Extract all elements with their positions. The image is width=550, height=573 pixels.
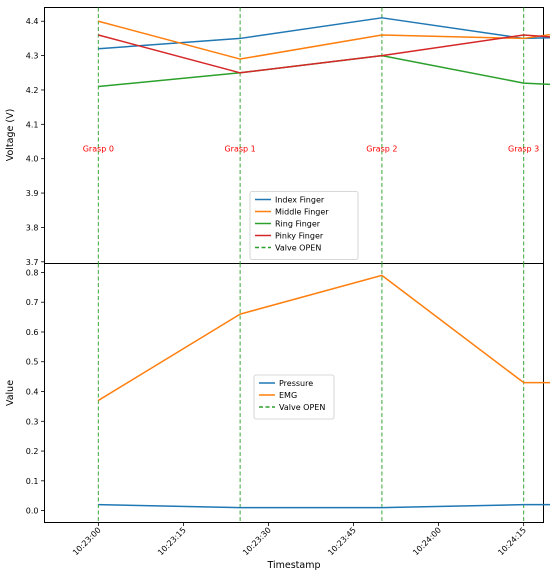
x-axis-label: Timestamp — [266, 560, 320, 571]
voltage-y-tick-label: 4.1 — [26, 120, 39, 129]
legend-label: Ring Finger — [275, 220, 321, 229]
series-line-pressure — [98, 503, 550, 509]
x-tick-label: 10:23:00 — [71, 526, 103, 558]
series-line-emg — [97, 274, 550, 402]
voltage-y-tick-label: 4.2 — [26, 86, 39, 95]
sensor-y-tick-label: 0.5 — [26, 358, 39, 367]
sensor-y-tick-label: 0.2 — [26, 447, 39, 456]
voltage-y-tick-label: 3.9 — [26, 189, 39, 198]
sensor-legend-box — [253, 374, 335, 420]
grasp-annotation: Grasp 3 — [508, 144, 539, 153]
voltage-plot-layer: 3.7 3.8 3.9 4.0 4.1 4.2 4.3 4.4 Grasp 0 Grasp 1 Gr… — [26, 7, 550, 267]
grasp-annotation: Grasp 0 — [83, 144, 114, 153]
series-line-index-finger — [98, 17, 550, 50]
series-line-ring-finger — [98, 54, 550, 88]
sensor-y-tick-label: 0.3 — [26, 417, 39, 426]
legend-label: Valve OPEN — [279, 403, 325, 412]
legend-label: Pressure — [279, 379, 313, 388]
grasp-annotation: Grasp 2 — [366, 144, 397, 153]
grasp-annotation: Grasp 1 — [224, 144, 255, 153]
voltage-y-tick-label: 4.4 — [26, 17, 39, 26]
sensor-y-tick-label: 0.0 — [26, 507, 39, 516]
voltage-legend-box — [249, 191, 359, 260]
legend-label: Valve OPEN — [275, 244, 321, 253]
series-line-middle-finger — [98, 20, 550, 60]
x-tick-label: 10:24:00 — [411, 526, 443, 558]
sensor-y-tick-label: 0.6 — [26, 328, 39, 337]
legend-label: Middle Finger — [275, 208, 329, 217]
voltage-y-axis-label: Voltage (V) — [5, 109, 16, 162]
x-tick-label: 10:23:45 — [326, 526, 358, 558]
sensor-y-tick-label: 0.4 — [26, 388, 39, 397]
series-line-pinky-finger — [98, 34, 550, 74]
voltage-y-tick-label: 3.7 — [26, 258, 39, 267]
voltage-y-tick-label: 4.3 — [26, 52, 39, 61]
x-tick-label: 10:23:15 — [156, 526, 188, 558]
sensor-legend: Pressure EMG Valve OPEN — [253, 374, 335, 420]
legend-label: EMG — [279, 391, 297, 400]
sensor-y-tick-label: 0.1 — [26, 477, 39, 486]
sensor-y-tick-label: 0.7 — [26, 298, 39, 307]
voltage-y-tick-label: 3.8 — [26, 223, 39, 232]
sensor-y-axis-label: Value — [5, 380, 16, 406]
legend-label: Pinky Finger — [275, 232, 324, 241]
legend-label: Index Finger — [275, 196, 325, 205]
sensor-y-tick-label: 0.8 — [26, 268, 39, 277]
x-tick-label: 10:23:30 — [241, 526, 273, 558]
voltage-legend: Index Finger Middle Finger Ring Finger Pink… — [249, 191, 359, 260]
x-tick-label: 10:24:15 — [496, 526, 528, 558]
voltage-y-tick-label: 4.0 — [26, 155, 39, 164]
